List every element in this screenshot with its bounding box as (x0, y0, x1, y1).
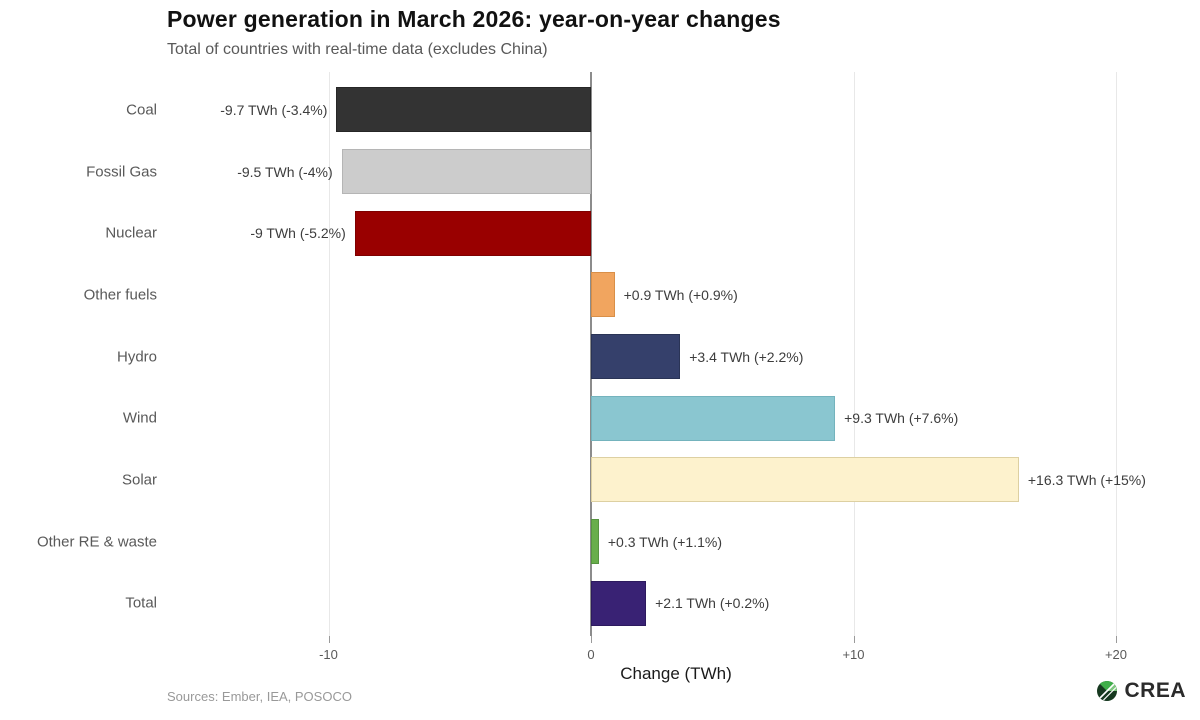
bar-nuclear (354, 210, 591, 256)
x-gridline (1116, 72, 1117, 636)
x-tick-label: 0 (587, 647, 595, 662)
category-label: Hydro (116, 348, 157, 365)
value-label: +2.1 TWh (+0.2%) (655, 595, 770, 612)
value-label: +9.3 TWh (+7.6%) (844, 410, 959, 427)
crea-logo-icon (1095, 679, 1119, 703)
bar-fossil-gas (341, 149, 591, 194)
category-label: Fossil Gas (86, 163, 157, 180)
category-label: Nuclear (105, 224, 157, 242)
bar-other-fuels (591, 272, 615, 318)
x-gridline (328, 72, 330, 636)
category-label: Other fuels (83, 286, 157, 304)
x-tick-label: +20 (1104, 647, 1128, 662)
category-label: Solar (121, 471, 157, 489)
bar-hydro (591, 334, 681, 379)
crea-logo: CREA (1095, 679, 1186, 703)
value-label: -9 TWh (-5.2%) (250, 225, 346, 242)
value-label: -9.5 TWh (-4%) (237, 163, 333, 180)
value-label: +0.9 TWh (+0.9%) (623, 286, 738, 303)
value-label: -9.7 TWh (-3.4%) (220, 101, 328, 118)
category-label: Wind (122, 409, 157, 427)
x-gridline (853, 72, 855, 636)
category-label: Coal (126, 101, 157, 119)
value-label: +16.3 TWh (+15%) (1027, 471, 1146, 488)
value-label: +3.4 TWh (+2.2%) (689, 348, 804, 365)
chart-subtitle: Total of countries with real-time data (… (167, 41, 548, 58)
bar-wind (591, 395, 836, 441)
x-axis-tick (328, 636, 330, 643)
value-label: +0.3 TWh (+1.1%) (607, 533, 723, 550)
x-axis-tick (1116, 636, 1117, 643)
crea-logo-text: CREA (1124, 679, 1186, 702)
x-tick-label: +10 (842, 647, 865, 662)
bar-solar (591, 457, 1019, 503)
bar-other-re-waste (591, 519, 599, 564)
sources-note: Sources: Ember, IEA, POSOCO (167, 689, 352, 704)
x-tick-label: -10 (319, 647, 338, 662)
x-axis-tick (853, 636, 855, 643)
chart-title: Power generation in March 2026: year-on-… (167, 6, 781, 32)
category-label: Other RE & waste (36, 533, 157, 550)
x-axis-label: Change (TWh) (620, 664, 732, 683)
category-label: Total (125, 594, 157, 612)
x-axis-tick (591, 636, 592, 643)
bar-coal (336, 87, 591, 133)
bar-total (591, 580, 647, 626)
